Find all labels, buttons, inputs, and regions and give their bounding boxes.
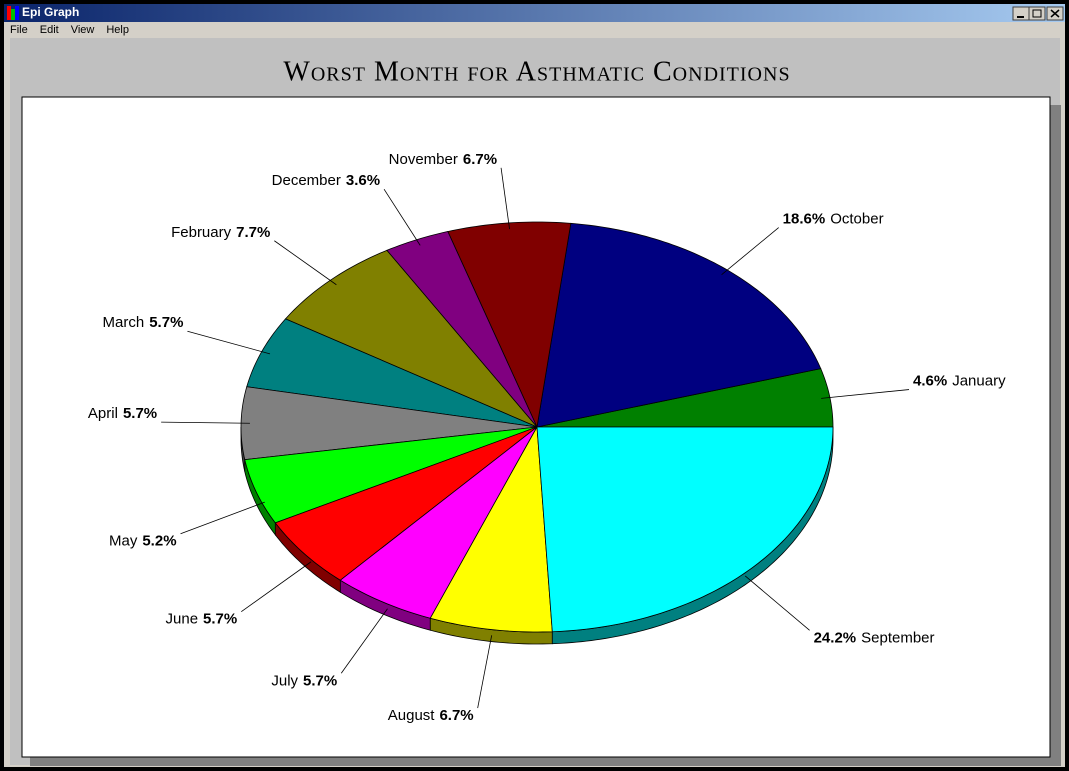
slice-category: May (109, 533, 138, 550)
slice-category: March (103, 314, 145, 331)
menu-bar: File Edit View Help (10, 24, 129, 36)
leader-line (821, 389, 910, 399)
slice-label: 4.6% January (913, 373, 1006, 390)
slice-category: December (272, 172, 341, 189)
slice-category: July (271, 672, 298, 689)
menu-item[interactable]: Edit (40, 24, 59, 36)
slice-label: April 5.7% (88, 405, 157, 422)
slice-label: November 6.7% (389, 151, 497, 168)
leader-line (241, 561, 312, 613)
minimize-button[interactable] (1012, 6, 1030, 21)
slice-label: December 3.6% (272, 172, 380, 189)
slice-percent: 5.2% (142, 533, 176, 550)
slice-percent: 6.7% (439, 707, 473, 724)
slice-category: October (830, 211, 883, 228)
slice-label: May 5.2% (109, 533, 177, 550)
window-title: Epi Graph (22, 5, 79, 19)
slice-label: March 5.7% (103, 314, 184, 331)
app-icon (7, 6, 19, 20)
slice-percent: 18.6% (783, 211, 826, 228)
slice-category: February (171, 224, 232, 241)
leader-line (721, 227, 779, 276)
slice-category: April (88, 405, 118, 422)
slice-label: 24.2% September (814, 629, 935, 646)
slice-category: August (388, 707, 436, 724)
chart-title: Worst Month for Asthmatic Conditions (283, 56, 790, 87)
slice-percent: 7.7% (236, 224, 270, 241)
maximize-button[interactable] (1028, 6, 1046, 21)
pie-slice (339, 426, 538, 619)
pie-slice (244, 426, 538, 524)
leader-line (274, 240, 337, 286)
pie-chart: 4.6% January 18.6% October November 6.7% Decem… (88, 151, 1006, 724)
window-controls[interactable] (1012, 6, 1064, 21)
title-bar (4, 4, 1065, 22)
menu-item[interactable]: View (71, 24, 95, 36)
menu-item[interactable]: File (10, 24, 28, 36)
pie-slice (274, 426, 538, 581)
leader-line (187, 330, 271, 355)
pie-slice (536, 426, 834, 633)
leader-line (500, 167, 510, 230)
slice-category: September (861, 629, 934, 646)
slice-percent: 3.6% (346, 172, 380, 189)
slice-percent: 6.7% (463, 151, 497, 168)
slice-percent: 4.6% (913, 373, 947, 390)
slice-category: November (389, 151, 458, 168)
leader-line (477, 635, 493, 709)
slice-category: January (952, 373, 1006, 390)
slice-percent: 5.7% (149, 314, 183, 331)
slice-label: February 7.7% (171, 224, 270, 241)
slice-label: August 6.7% (388, 707, 474, 724)
leader-line (161, 421, 250, 424)
slice-percent: 24.2% (814, 629, 857, 646)
leader-line (744, 575, 810, 631)
slice-label: June 5.7% (166, 611, 238, 628)
leader-line (340, 608, 388, 674)
slice-percent: 5.7% (123, 405, 157, 422)
slice-percent: 5.7% (303, 672, 337, 689)
slice-label: 18.6% October (783, 211, 884, 228)
leader-line (180, 501, 265, 535)
slice-percent: 5.7% (203, 611, 237, 628)
slice-label: July 5.7% (271, 672, 337, 689)
pie-slice (429, 425, 553, 633)
slice-category: June (166, 611, 199, 628)
menu-item[interactable]: Help (106, 24, 129, 36)
leader-line (383, 188, 421, 246)
